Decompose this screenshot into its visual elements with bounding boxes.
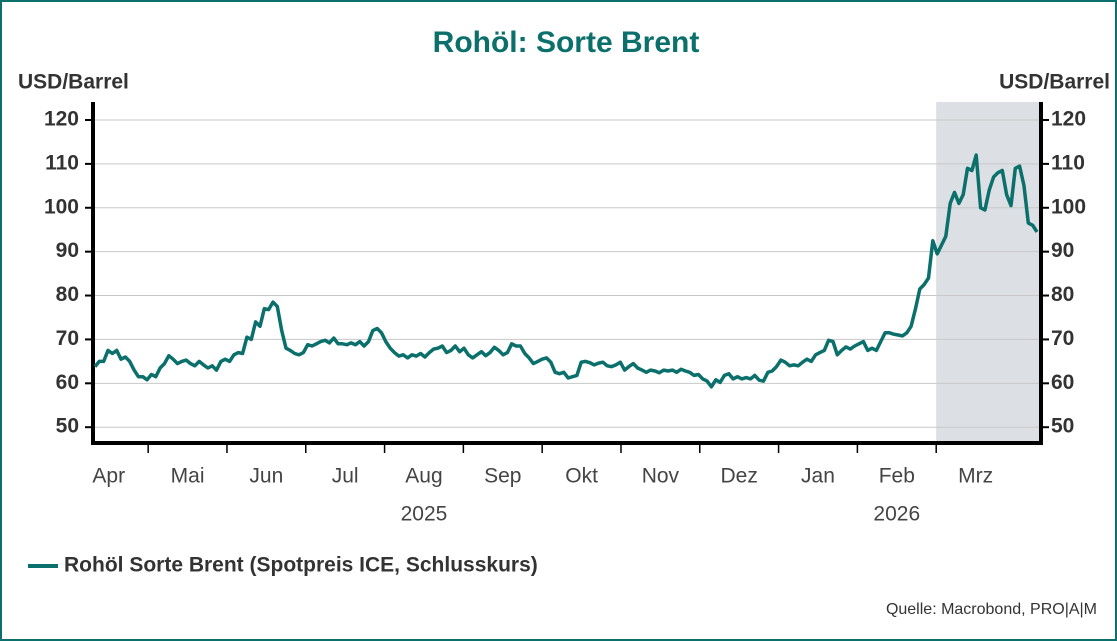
x-tick-label: Sep [484, 465, 521, 488]
year-label: 2026 [873, 503, 920, 526]
x-tick-label: Nov [642, 465, 680, 488]
x-tick-label: Mrz [958, 465, 993, 488]
x-tick-label: Aug [405, 465, 442, 488]
y-tick-label: 90 [56, 239, 79, 262]
y-tick-label: 120 [44, 108, 79, 131]
chart-title: Rohöl: Sorte Brent [433, 26, 700, 59]
y-axis-label: USD/Barrel [18, 71, 129, 94]
x-tick-label: Okt [565, 465, 598, 488]
y-tick-label: 50 [56, 415, 79, 438]
x-tick-label: Mai [171, 465, 205, 488]
x-tick-label: Dez [721, 465, 758, 488]
y2-tick-label: 110 [1051, 151, 1085, 174]
y-tick-label: 70 [56, 327, 79, 350]
y-tick-label: 80 [56, 283, 79, 306]
y2-tick-label: 80 [1051, 283, 1074, 306]
y2-tick-label: 60 [1051, 371, 1074, 394]
y-tick-label: 110 [45, 151, 79, 174]
y2-tick-label: 120 [1051, 108, 1086, 131]
y2-tick-label: 100 [1051, 195, 1086, 218]
y2-tick-label: 50 [1051, 415, 1074, 438]
source: Quelle: Macrobond, PRO|A|M [886, 601, 1097, 618]
x-tick-label: Apr [92, 465, 125, 488]
x-tick-label: Jun [249, 465, 283, 488]
x-tick-label: Jan [801, 465, 835, 488]
x-tick-label: Feb [879, 465, 915, 488]
y-tick-label: 60 [56, 371, 79, 394]
y2-axis-label: USD/Barrel [999, 71, 1110, 94]
y2-tick-label: 70 [1051, 327, 1074, 350]
legend-label: Rohöl Sorte Brent (Spotpreis ICE, Schlus… [64, 554, 538, 577]
year-label: 2025 [401, 503, 448, 526]
y-tick-label: 100 [44, 195, 79, 218]
price-line [93, 153, 1039, 389]
highlight [936, 102, 1041, 443]
y2-tick-label: 90 [1051, 239, 1074, 262]
x-tick-label: Jul [332, 465, 359, 488]
